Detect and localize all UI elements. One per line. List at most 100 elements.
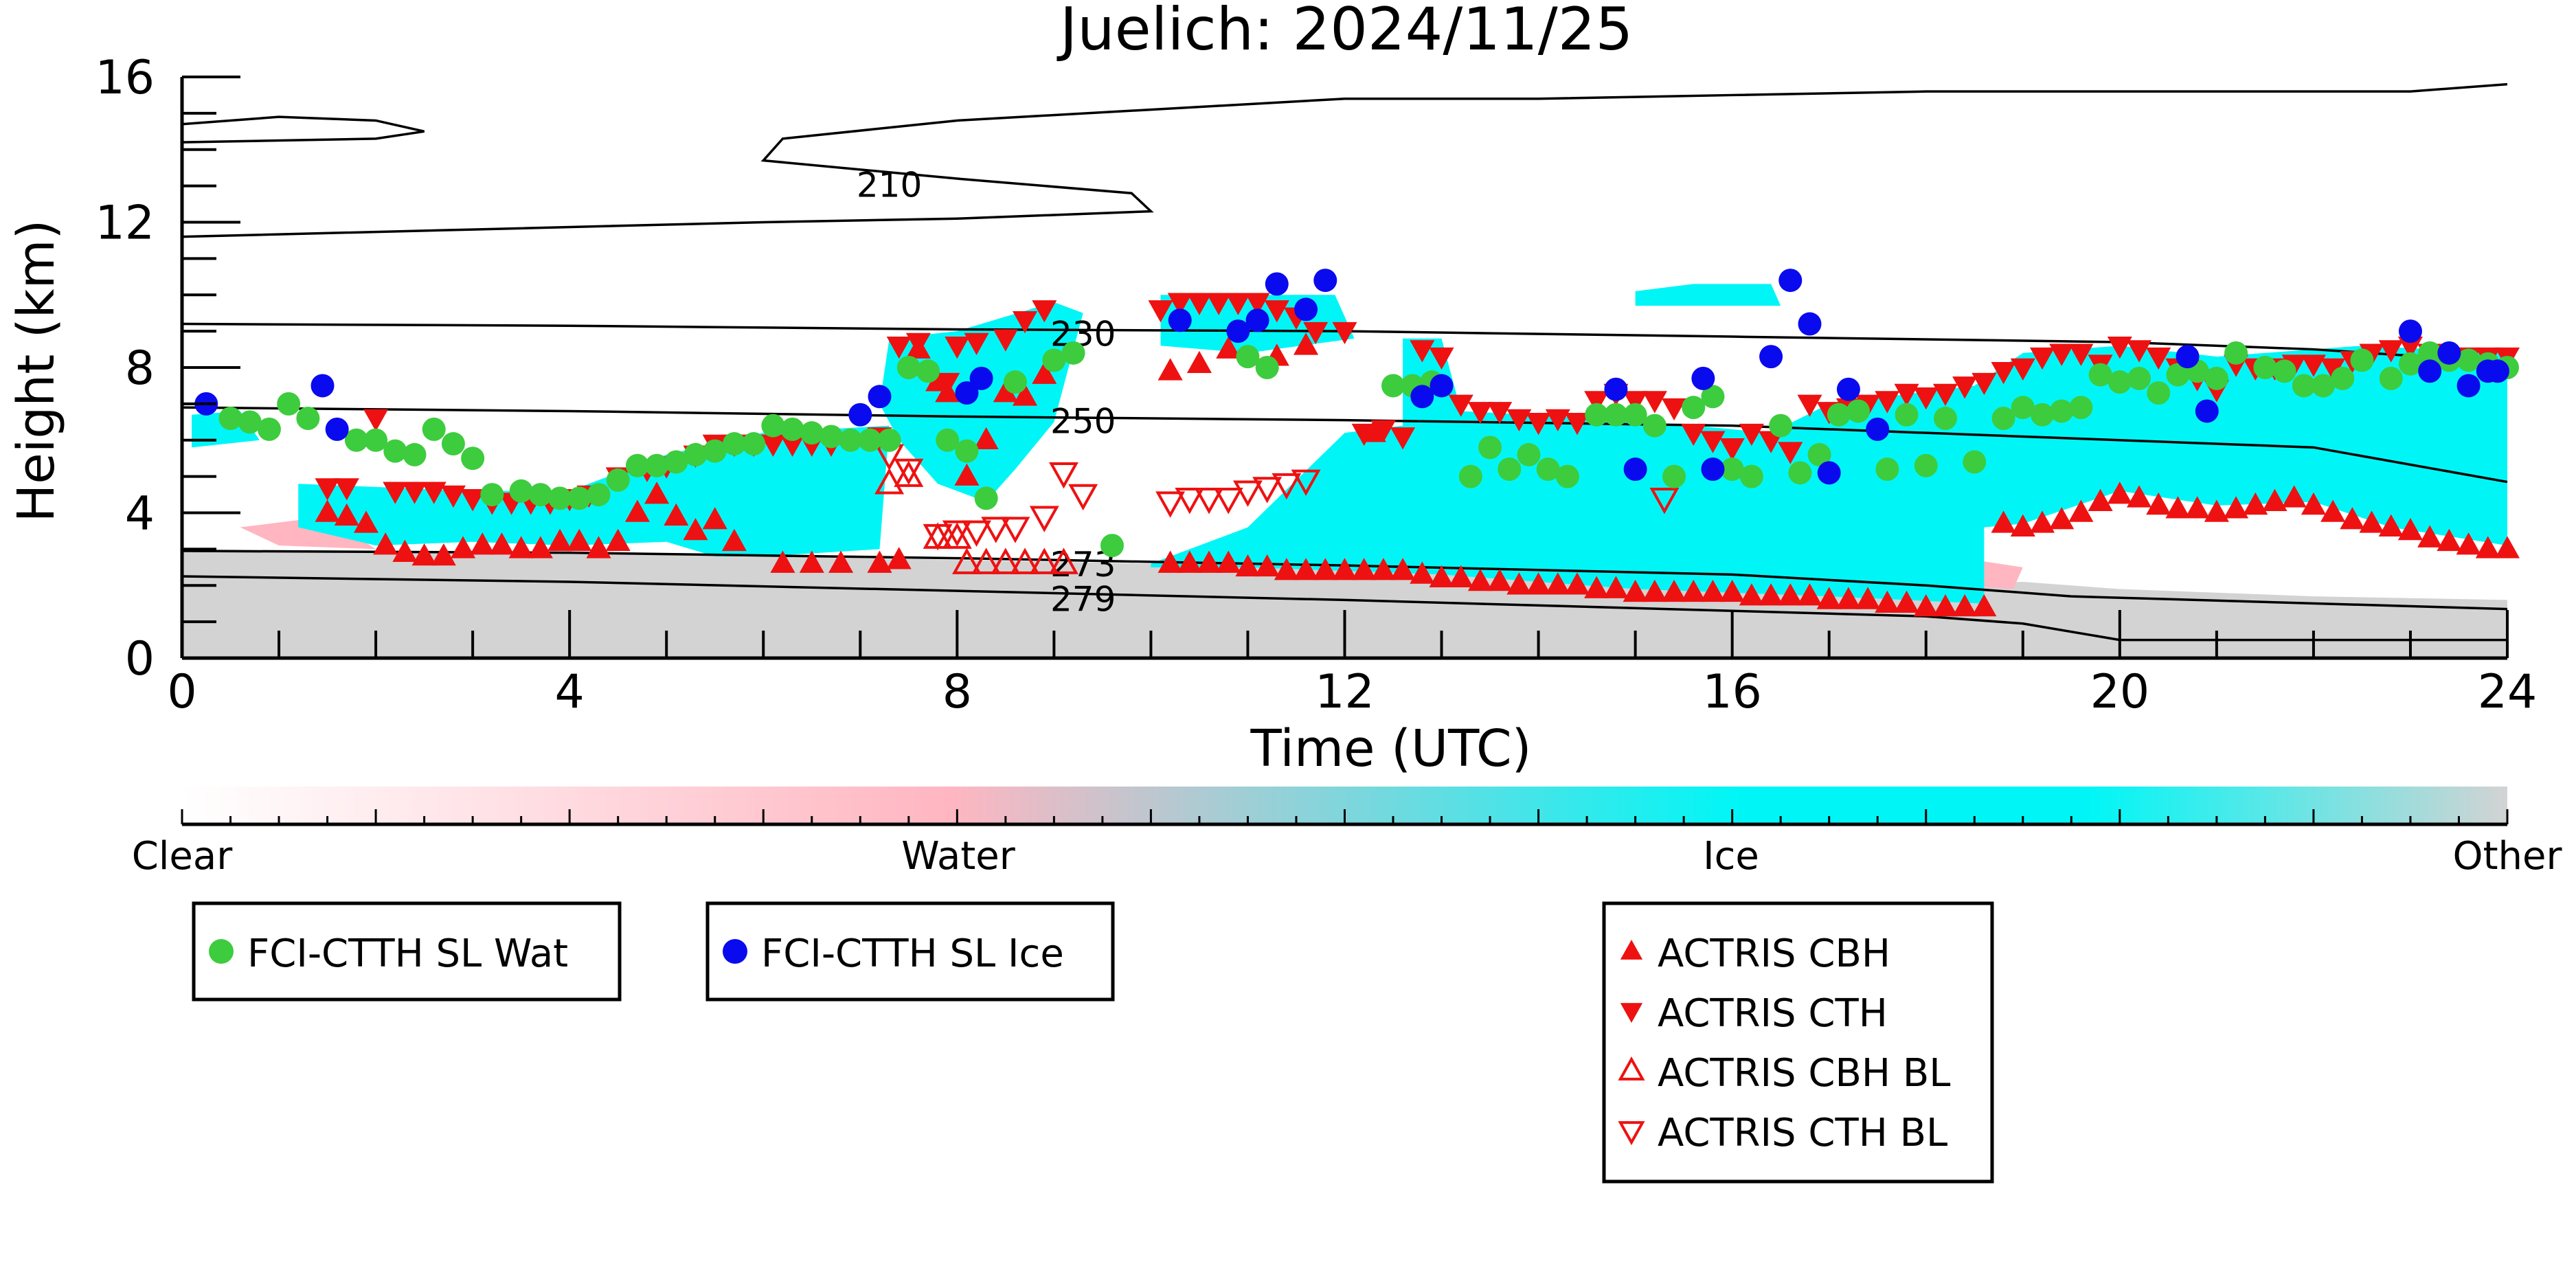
point-actris-cth-84 xyxy=(2126,340,2152,363)
point-actris-cth-29 xyxy=(945,336,970,359)
point-actris-cbh-90 xyxy=(2224,496,2249,519)
point-actris-cth-34 xyxy=(1148,300,1173,323)
point-actris-cth-bl-6 xyxy=(1000,517,1030,543)
point-fci-ctth-sl-wat-14 xyxy=(528,483,552,507)
y-tick-label-12: 12 xyxy=(95,196,155,251)
point-actris-cth-47 xyxy=(1410,340,1435,363)
legend-marker-actris-cbh xyxy=(1620,940,1643,960)
point-fci-ctth-sl-wat-52 xyxy=(1555,464,1579,488)
point-actris-cbh-bl-6 xyxy=(991,547,1021,574)
point-actris-cbh-86 xyxy=(2146,492,2171,515)
legend-frame-1 xyxy=(192,901,622,1002)
point-actris-cbh-40 xyxy=(1254,554,1280,577)
point-actris-cth-bl-2 xyxy=(923,523,953,551)
point-actris-cth-bl-15 xyxy=(1252,477,1283,504)
point-actris-cth-bl-5 xyxy=(981,517,1011,543)
point-fci-ctth-sl-wat-19 xyxy=(625,453,649,477)
point-actris-cth-64 xyxy=(1739,423,1764,447)
point-fci-ctth-sl-wat-75 xyxy=(2050,399,2074,423)
point-actris-cbh-61 xyxy=(1661,579,1687,602)
point-fci-ctth-sl-wat-73 xyxy=(2011,396,2035,420)
point-actris-cbh-64 xyxy=(1719,579,1745,602)
point-fci-ctth-sl-wat-26 xyxy=(761,414,785,438)
point-actris-cbh-107 xyxy=(1216,336,1241,359)
point-actris-cbh-96 xyxy=(2340,507,2365,530)
point-fci-ctth-sl-wat-24 xyxy=(722,432,746,456)
x-tick-label-20: 20 xyxy=(2090,665,2150,719)
point-fci-ctth-sl-wat-71 xyxy=(1963,450,1987,474)
point-fci-ctth-sl-wat-95 xyxy=(2456,348,2481,372)
point-fci-ctth-sl-wat-25 xyxy=(742,432,766,456)
data-markers xyxy=(194,269,2520,617)
contour-273-4 xyxy=(181,550,2508,611)
point-fci-ctth-sl-ice-17 xyxy=(1691,366,1715,390)
point-actris-cth-38 xyxy=(1225,293,1251,315)
contour-label-279: 279 xyxy=(1050,579,1116,619)
point-fci-ctth-sl-wat-36 xyxy=(955,439,979,463)
point-fci-ctth-sl-wat-58 xyxy=(1682,396,1706,420)
field-water-1 xyxy=(240,516,376,550)
point-actris-cth-40 xyxy=(1264,300,1289,323)
point-fci-ctth-sl-wat-39 xyxy=(1042,348,1066,372)
point-actris-cbh-70 xyxy=(1835,587,1861,609)
point-actris-cbh-55 xyxy=(1545,572,1570,595)
point-actris-cth-97 xyxy=(2378,340,2404,363)
y-tick-label-16: 16 xyxy=(95,51,155,105)
point-actris-cth-0 xyxy=(315,478,340,501)
point-fci-ctth-sl-ice-6 xyxy=(969,366,993,390)
point-actris-cth-98 xyxy=(2397,336,2424,359)
point-fci-ctth-sl-wat-2 xyxy=(257,417,281,441)
point-fci-ctth-sl-wat-68 xyxy=(1895,403,1919,427)
point-fci-ctth-sl-wat-17 xyxy=(587,483,611,507)
point-actris-cbh-98 xyxy=(2378,514,2404,536)
point-actris-cth-51 xyxy=(1487,402,1513,425)
point-actris-cth-85 xyxy=(2146,347,2171,370)
point-actris-cbh-11 xyxy=(528,536,553,558)
contour-label-210: 210 xyxy=(857,166,922,205)
point-fci-ctth-sl-wat-11 xyxy=(461,447,485,471)
x-axis-label: Time (UTC) xyxy=(1250,719,1531,778)
point-fci-ctth-sl-wat-83 xyxy=(2204,366,2228,390)
point-fci-ctth-sl-wat-57 xyxy=(1662,464,1686,488)
point-fci-ctth-sl-ice-32 xyxy=(2485,359,2509,383)
point-actris-cbh-39 xyxy=(1235,554,1261,577)
point-actris-cth-bl-13 xyxy=(1213,488,1243,515)
point-actris-cbh-105 xyxy=(1157,358,1183,381)
point-actris-cth-63 xyxy=(1719,438,1745,461)
point-fci-ctth-sl-wat-0 xyxy=(218,407,242,431)
point-fci-ctth-sl-wat-53 xyxy=(1585,403,1609,427)
x-tick-label-16: 16 xyxy=(1702,665,1762,719)
point-actris-cbh-13 xyxy=(567,528,592,552)
point-actris-cth-71 xyxy=(1875,391,1900,414)
point-actris-cth-44 xyxy=(1351,423,1377,447)
field-ice-5 xyxy=(879,302,1083,502)
point-fci-ctth-sl-wat-76 xyxy=(2069,396,2093,420)
legend-label-actris-cbh-bl: ACTRIS CBH BL xyxy=(1658,1051,1950,1096)
point-actris-cbh-100 xyxy=(2417,525,2443,547)
point-actris-cth-22 xyxy=(780,434,805,457)
point-fci-ctth-sl-wat-38 xyxy=(1003,370,1027,394)
point-fci-ctth-sl-wat-72 xyxy=(1991,407,2015,431)
point-actris-cth-62 xyxy=(1700,431,1726,453)
point-fci-ctth-sl-wat-43 xyxy=(1255,356,1279,379)
point-actris-cbh-97 xyxy=(2359,510,2384,533)
point-fci-ctth-sl-ice-26 xyxy=(2195,399,2219,423)
point-actris-cbh-2 xyxy=(353,510,379,533)
point-actris-cbh-26 xyxy=(886,547,912,569)
point-fci-ctth-sl-wat-87 xyxy=(2292,374,2316,398)
legend-label-fci-ctth-sl-wat: FCI-CTTH SL Wat xyxy=(247,931,568,976)
point-actris-cth-bl-10 xyxy=(1155,491,1186,518)
point-actris-cbh-bl-3 xyxy=(942,522,972,549)
point-actris-cbh-35 xyxy=(1157,550,1183,573)
point-actris-cbh-6 xyxy=(431,543,456,566)
point-actris-cbh-88 xyxy=(2184,496,2210,519)
point-actris-cbh-41 xyxy=(1274,558,1299,580)
legend-label-actris-cth-bl: ACTRIS CTH BL xyxy=(1658,1111,1947,1155)
point-fci-ctth-sl-wat-35 xyxy=(936,428,960,452)
point-actris-cbh-75 xyxy=(1932,594,1958,617)
x-tick-label-4: 4 xyxy=(555,665,585,719)
point-fci-ctth-sl-wat-60 xyxy=(1720,457,1744,482)
point-fci-ctth-sl-ice-24 xyxy=(1866,417,1890,441)
point-fci-ctth-sl-ice-16 xyxy=(1623,457,1647,482)
